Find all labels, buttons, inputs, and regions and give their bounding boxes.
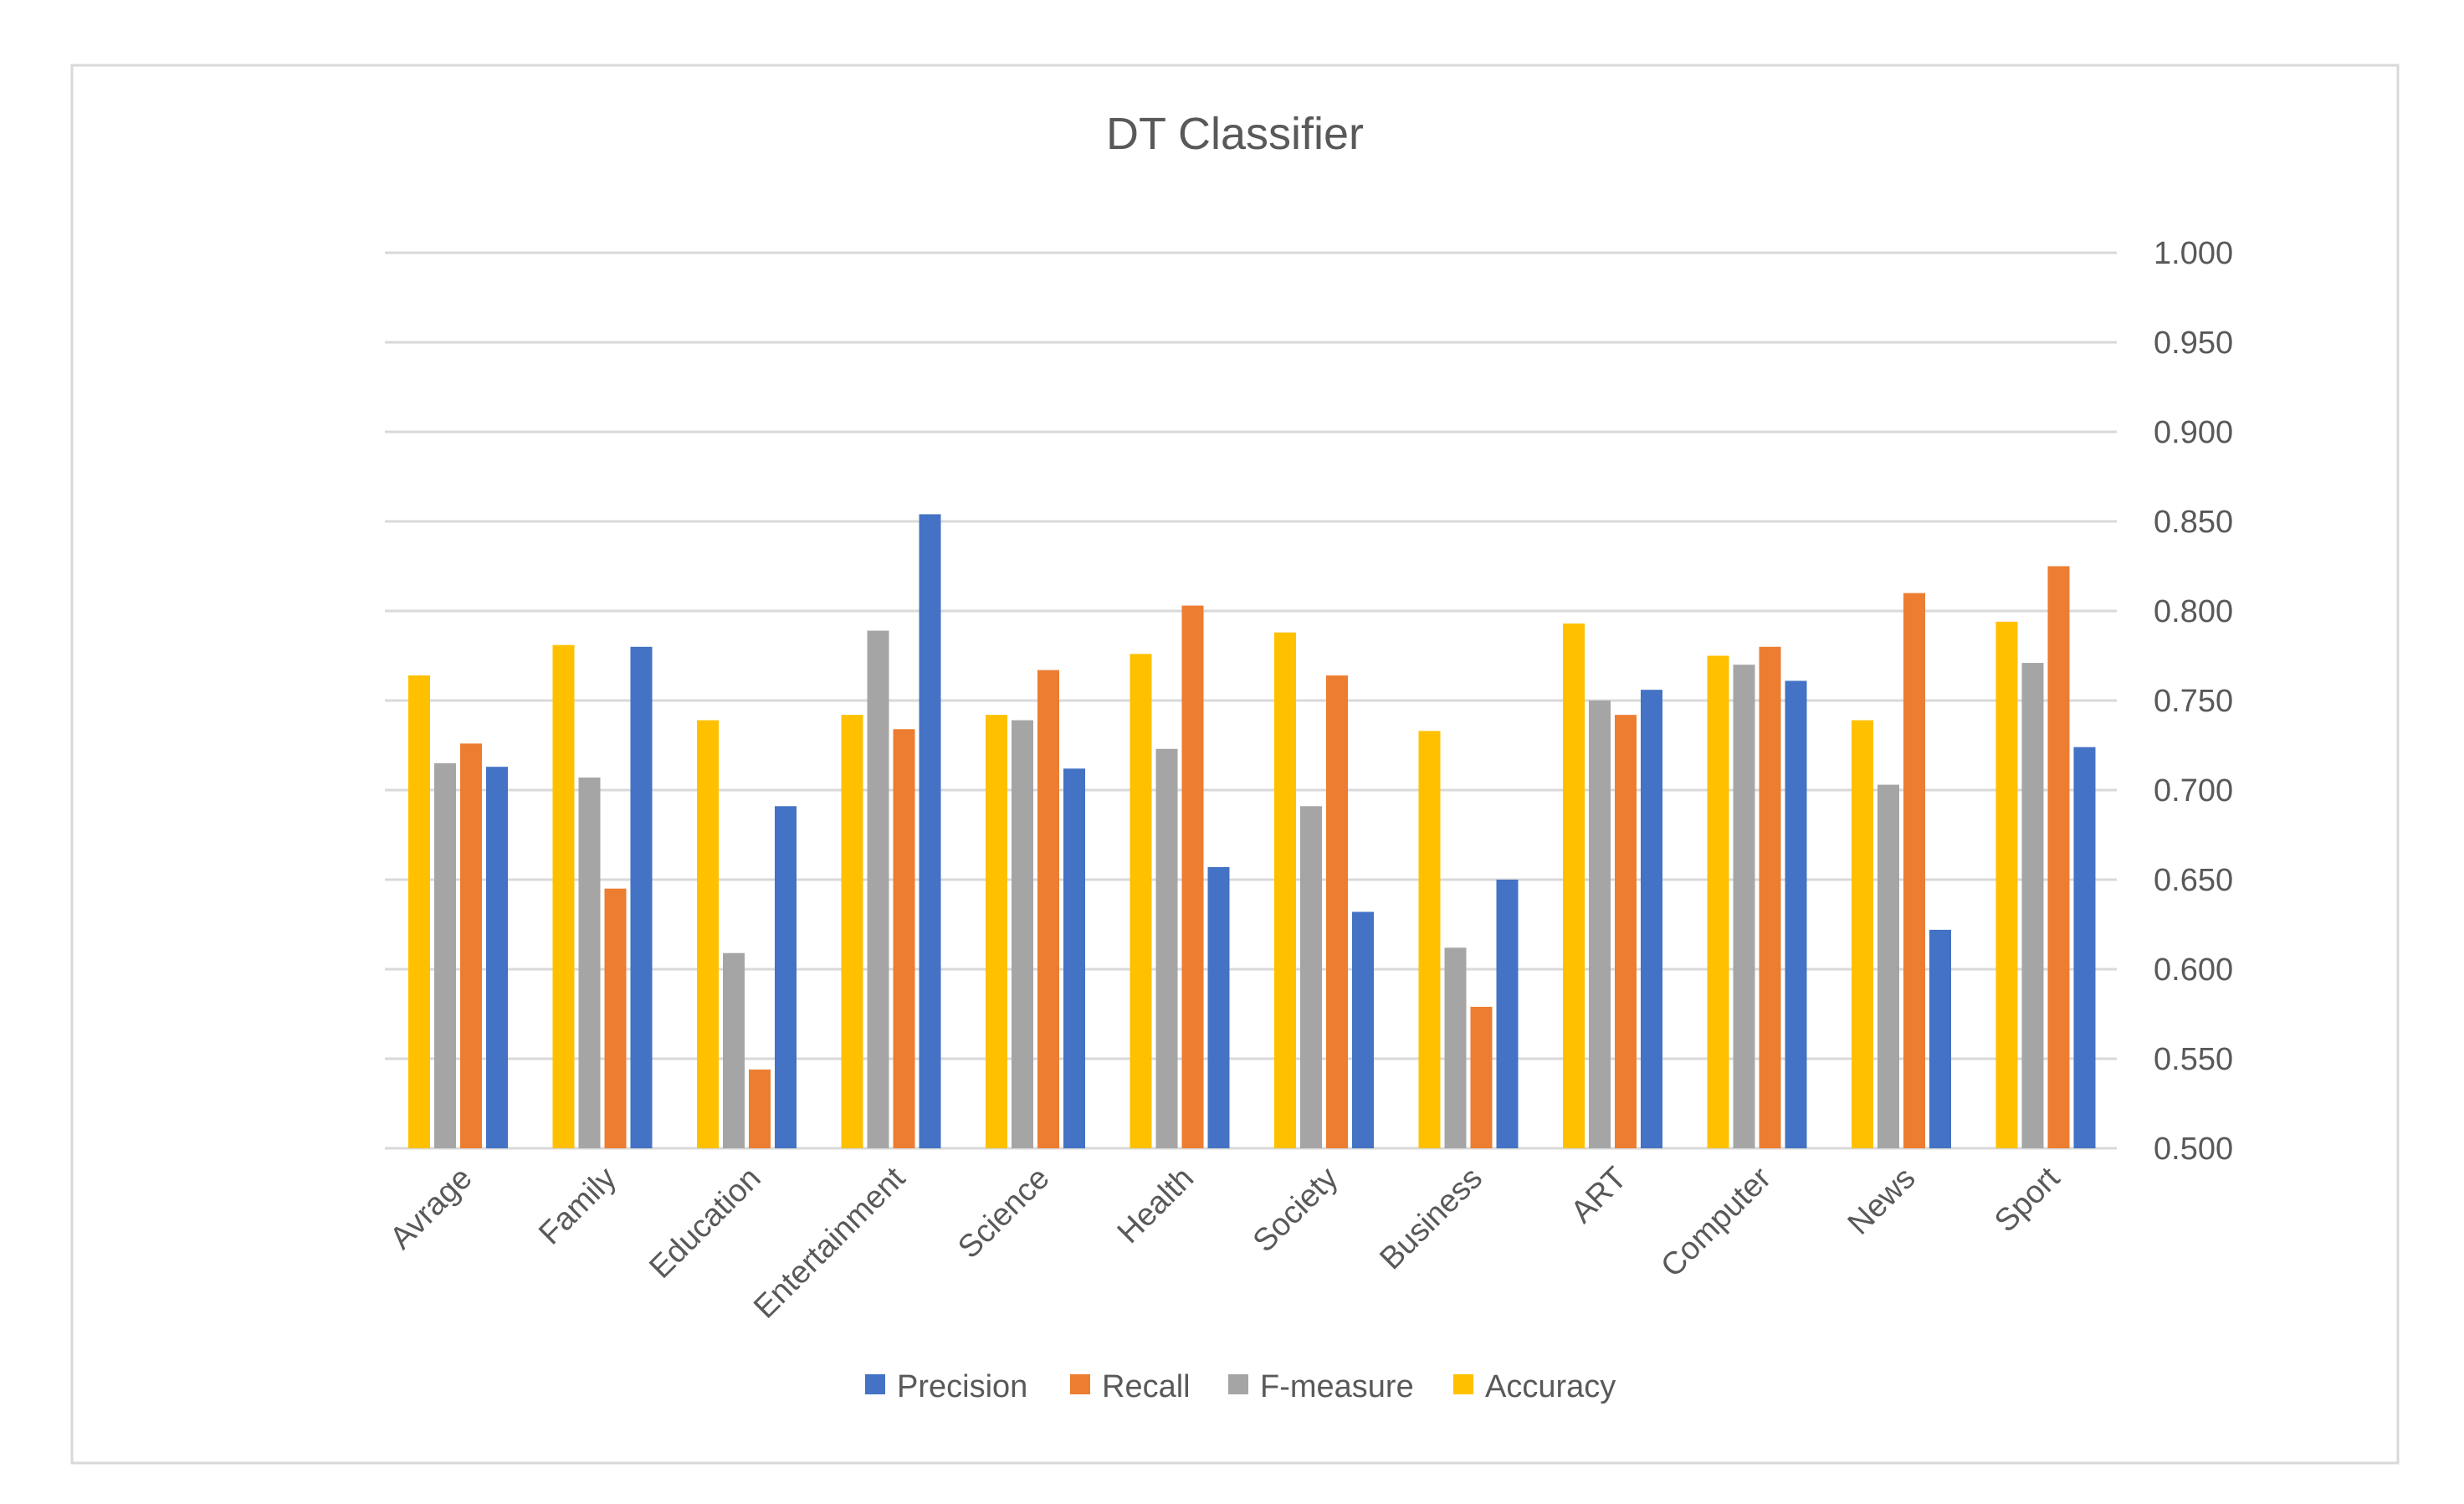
chart-title: DT Classifier [1106,109,1364,159]
bar-accuracy-family [552,644,575,1148]
bar-accuracy-news [1852,720,1873,1148]
y-tick-label: 0.500 [2154,1132,2233,1167]
y-tick-label: 1.000 [2154,236,2233,271]
y-tick-label: 0.650 [2154,863,2233,898]
bar-accuracy-science [986,715,1007,1148]
bar-f-measure-computer [1733,665,1755,1148]
bar-accuracy-business [1418,731,1441,1148]
gridlines [385,251,2117,1150]
bar-recall-avrage [460,743,482,1148]
bar-recall-education [749,1069,771,1148]
legend-swatch-recall [1070,1374,1090,1394]
bar-f-measure-science [1012,720,1033,1148]
y-tick-label: 0.900 [2154,415,2233,450]
y-tick-label: 0.850 [2154,505,2233,540]
bar-accuracy-art [1563,623,1585,1148]
legend-label: Accuracy [1485,1369,1616,1404]
bar-f-measure-family [578,778,601,1148]
y-tick-label: 0.550 [2154,1042,2233,1077]
bar-precision-family [630,646,653,1148]
bar-precision-computer [1785,680,1807,1148]
bar-recall-entertainment [893,729,915,1148]
bar-precision-business [1496,880,1519,1148]
bars [408,514,2096,1148]
legend: Precision Recall F-measure Accuracy [865,1369,1616,1404]
bar-accuracy-society [1274,632,1296,1148]
bar-accuracy-sport [1995,621,2018,1148]
legend-swatch-precision [865,1374,885,1394]
bar-f-measure-news [1877,784,1899,1148]
bar-f-measure-education [723,952,745,1148]
y-tick-label: 0.750 [2154,684,2233,719]
legend-label: Precision [897,1369,1027,1404]
bar-recall-family [604,888,627,1148]
bar-recall-computer [1759,646,1781,1148]
bar-recall-business [1470,1006,1493,1148]
bar-f-measure-art [1589,701,1611,1148]
bar-f-measure-business [1444,947,1467,1148]
bar-accuracy-health [1130,654,1152,1148]
bar-precision-entertainment [919,514,941,1148]
bar-recall-sport [2047,566,2070,1148]
bar-precision-sport [2073,747,2096,1148]
bar-precision-society [1352,911,1374,1148]
y-tick-label: 0.700 [2154,773,2233,808]
y-tick-label: 0.600 [2154,952,2233,988]
bar-accuracy-avrage [408,675,430,1148]
legend-label: F-measure [1260,1369,1414,1404]
bar-accuracy-education [697,720,719,1148]
bar-recall-news [1903,593,1925,1148]
bar-precision-avrage [486,767,508,1148]
bar-f-measure-society [1300,806,1322,1148]
bar-precision-art [1641,690,1662,1148]
legend-swatch-accuracy [1453,1374,1473,1394]
bar-precision-science [1063,768,1085,1148]
legend-label: Recall [1102,1369,1191,1404]
bar-recall-society [1326,675,1348,1148]
bar-recall-art [1615,715,1637,1148]
bar-accuracy-computer [1707,655,1729,1148]
legend-swatch-f-measure [1228,1374,1248,1394]
y-tick-label: 0.950 [2154,326,2233,361]
bar-precision-news [1929,929,1951,1148]
bar-recall-science [1037,670,1059,1148]
bar-precision-health [1207,867,1230,1148]
y-tick-label: 0.800 [2154,594,2233,629]
bar-f-measure-avrage [434,762,456,1148]
bar-accuracy-entertainment [841,715,863,1148]
bar-f-measure-sport [2021,663,2044,1148]
y-axis-ticks: 0.500 0.550 0.600 0.650 0.700 0.750 0.800 0.850… [2154,236,2233,1167]
bar-precision-education [775,806,797,1148]
bar-recall-health [1181,605,1204,1148]
bar-f-measure-health [1155,748,1178,1148]
bar-f-measure-entertainment [867,630,889,1148]
